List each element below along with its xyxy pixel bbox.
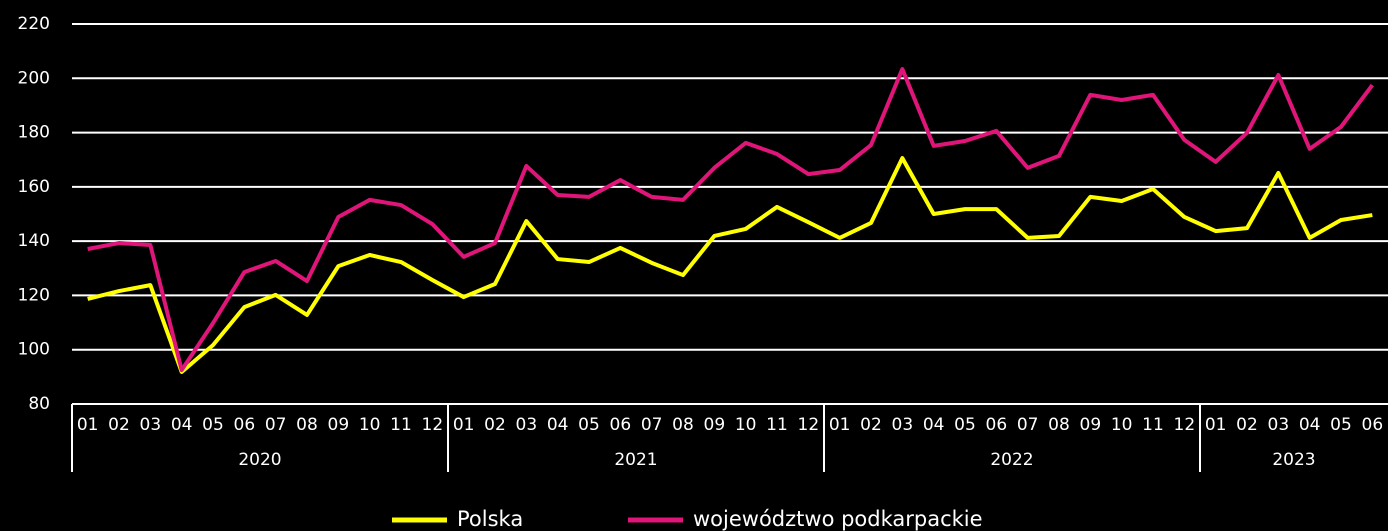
x-tick-label: 02 [484, 415, 506, 435]
x-tick-label: 10 [735, 415, 757, 435]
x-tick-label: 05 [1330, 415, 1352, 435]
x-tick-label: 07 [641, 415, 663, 435]
x-tick-label: 07 [1017, 415, 1039, 435]
x-tick-label: 10 [359, 415, 381, 435]
x-tick-label: 03 [892, 415, 914, 435]
y-tick-label: 80 [28, 394, 50, 414]
x-tick-label: 04 [171, 415, 193, 435]
x-tick-label: 02 [860, 415, 882, 435]
y-tick-label: 100 [18, 340, 50, 360]
legend-label: Polska [457, 507, 523, 531]
x-tick-label: 01 [77, 415, 99, 435]
x-tick-label: 08 [296, 415, 318, 435]
x-tick-label: 02 [1236, 415, 1258, 435]
x-tick-label: 01 [829, 415, 851, 435]
x-tick-label: 03 [516, 415, 538, 435]
x-tick-label: 09 [1080, 415, 1102, 435]
y-tick-label: 220 [18, 14, 50, 34]
x-tick-label: 09 [704, 415, 726, 435]
y-tick-label: 180 [18, 123, 50, 143]
x-group-label: 2022 [990, 450, 1033, 470]
x-tick-label: 09 [328, 415, 350, 435]
x-tick-label: 05 [578, 415, 600, 435]
x-tick-label: 04 [547, 415, 569, 435]
x-tick-label: 05 [954, 415, 976, 435]
x-tick-label: 04 [1299, 415, 1321, 435]
x-tick-label: 05 [202, 415, 224, 435]
x-tick-label: 03 [1268, 415, 1290, 435]
y-tick-label: 200 [18, 68, 50, 88]
x-tick-label: 06 [1362, 415, 1384, 435]
x-tick-label: 06 [610, 415, 632, 435]
x-tick-label: 04 [923, 415, 945, 435]
x-tick-label: 11 [1142, 415, 1164, 435]
x-tick-label: 12 [798, 415, 820, 435]
series-line [87, 156, 1373, 374]
x-tick-label: 01 [453, 415, 475, 435]
y-tick-label: 160 [18, 177, 50, 197]
x-group-label: 2020 [238, 450, 281, 470]
x-tick-label: 08 [672, 415, 694, 435]
x-tick-label: 03 [140, 415, 162, 435]
series-line [87, 67, 1374, 373]
x-tick-label: 12 [422, 415, 444, 435]
x-tick-label: 01 [1205, 415, 1227, 435]
x-group-label: 2021 [614, 450, 657, 470]
x-tick-label: 10 [1111, 415, 1133, 435]
y-tick-label: 120 [18, 285, 50, 305]
x-tick-label: 12 [1174, 415, 1196, 435]
legend-label: województwo podkarpackie [693, 507, 983, 531]
x-tick-label: 11 [390, 415, 412, 435]
x-tick-label: 11 [766, 415, 788, 435]
y-tick-label: 140 [18, 231, 50, 251]
x-tick-label: 06 [986, 415, 1008, 435]
x-tick-label: 02 [108, 415, 130, 435]
x-tick-label: 08 [1048, 415, 1070, 435]
x-tick-label: 07 [265, 415, 287, 435]
x-tick-label: 06 [234, 415, 256, 435]
x-group-label: 2023 [1272, 450, 1315, 470]
